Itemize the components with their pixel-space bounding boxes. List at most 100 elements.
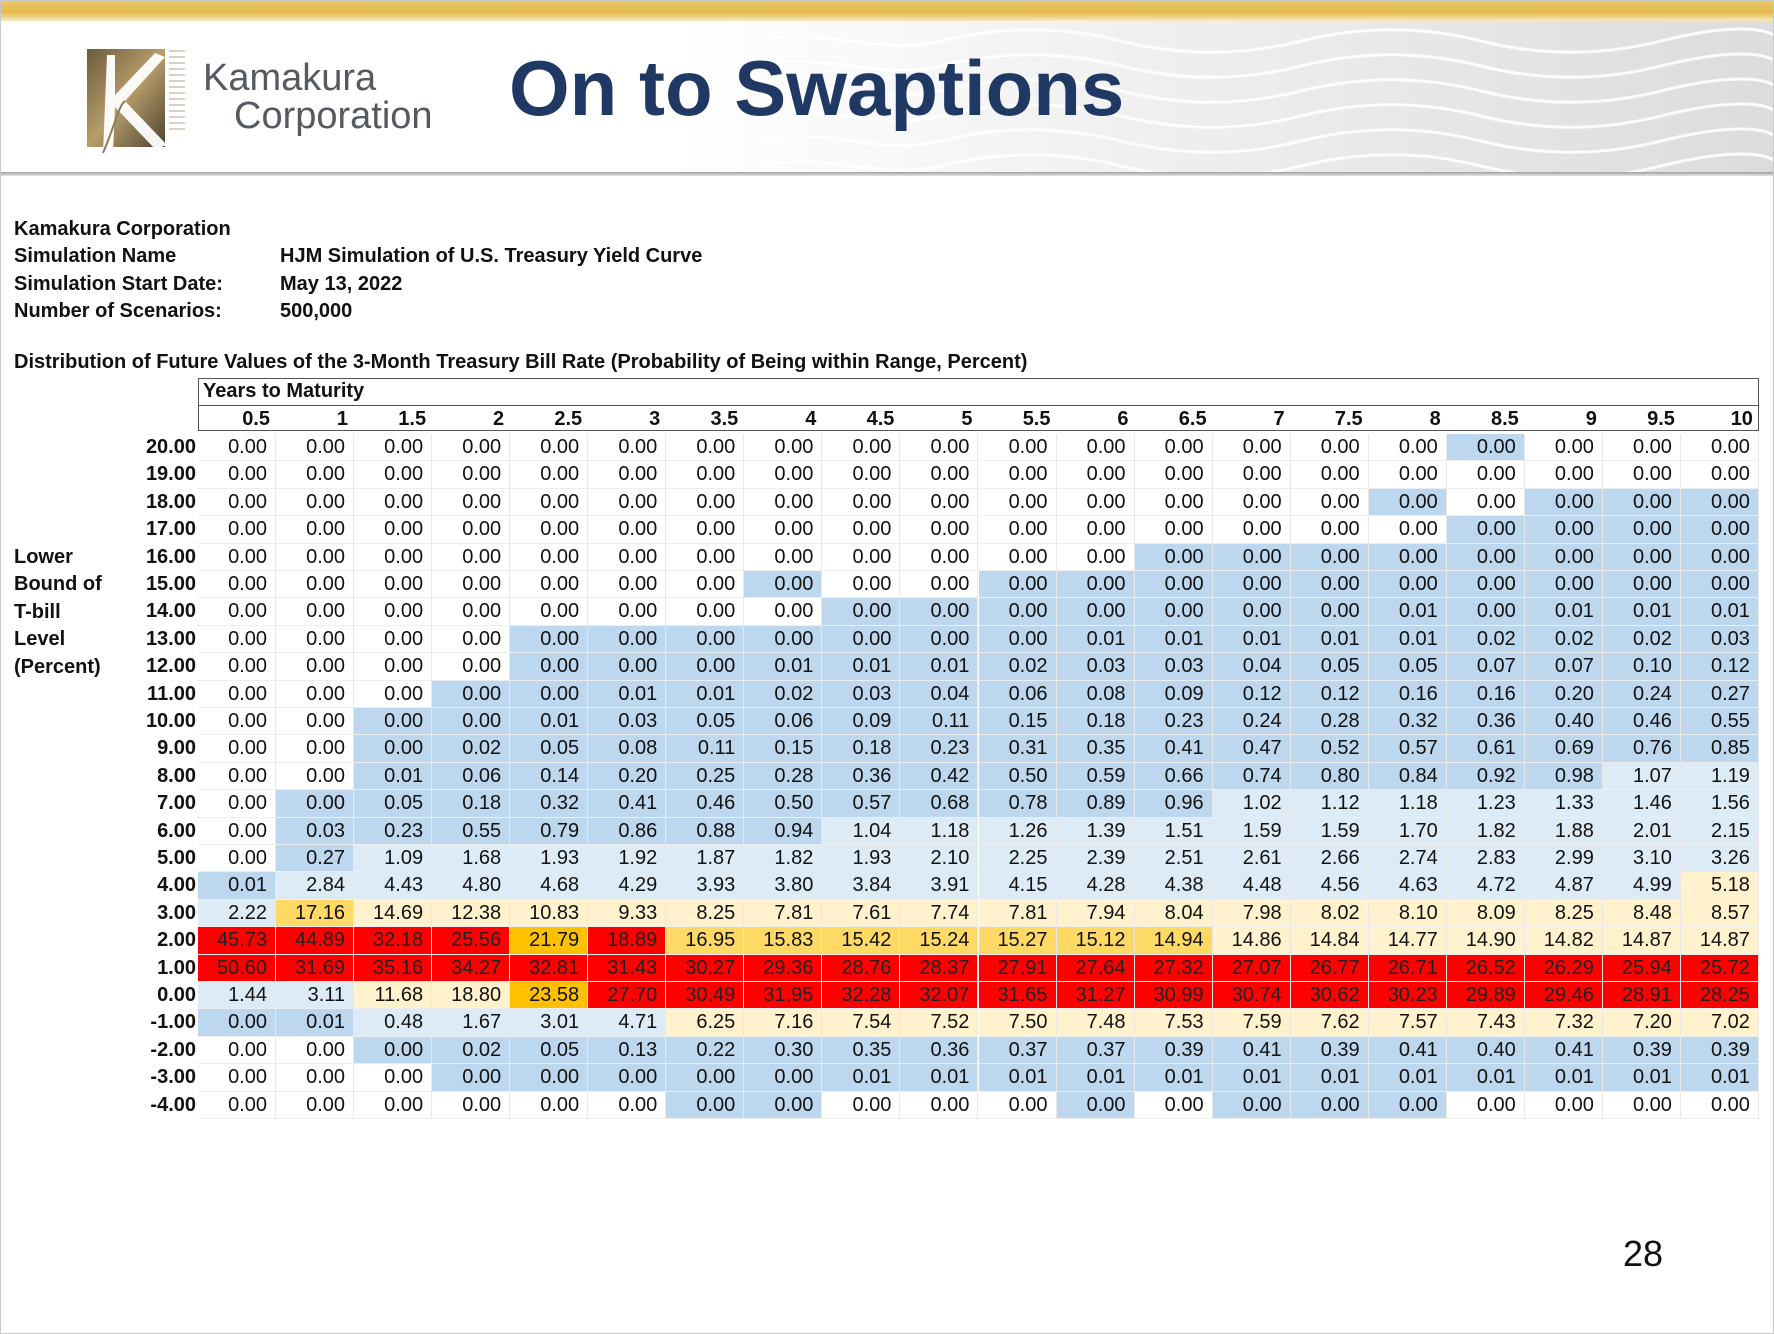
table-cell: 0.00 xyxy=(1134,543,1213,571)
row-label: 15.00 xyxy=(145,573,196,595)
table-cell: 0.47 xyxy=(1212,735,1291,763)
table-row: 13.00 0.00 0.00 0.00 0.00 0.00 0.00 0.00 0.00 0.0… xyxy=(131,625,1761,654)
table-cell: 1.04 xyxy=(822,817,901,845)
table-cell: 0.00 xyxy=(822,434,901,462)
column-header: 1 xyxy=(336,408,349,430)
table-cell: 0.01 xyxy=(822,1064,901,1092)
table-cell: 0.98 xyxy=(1524,762,1603,791)
table-cell: 1.33 xyxy=(1524,790,1603,818)
table-cell: 0.00 xyxy=(744,598,823,626)
row-label: 0.00 xyxy=(157,984,196,1006)
table-cell: 0.00 xyxy=(432,680,511,708)
table-cell: 0.00 xyxy=(666,1064,745,1092)
table-cell: 0.00 xyxy=(1602,488,1681,517)
column-header: 8 xyxy=(1429,408,1441,430)
table-cell: 30.27 xyxy=(666,954,745,982)
table-cell: 0.00 xyxy=(198,817,276,845)
table-cell: 4.48 xyxy=(1212,872,1291,900)
table-cell: 21.79 xyxy=(510,927,589,955)
table-cell: 0.00 xyxy=(666,461,745,489)
table-cell: 0.84 xyxy=(1368,762,1447,791)
table-cell: 0.01 xyxy=(1524,598,1603,626)
table-cell: 0.02 xyxy=(1602,625,1681,654)
table-cell: 0.01 xyxy=(198,872,276,900)
table-cell: 3.91 xyxy=(900,872,979,900)
row-label: 14.00 xyxy=(145,600,196,623)
table-cell: 0.00 xyxy=(198,1064,276,1092)
table-row: 17.00 0.00 0.00 0.00 0.00 0.00 0.00 0.00 0.00 0.0… xyxy=(131,516,1761,544)
table-cell: 0.41 xyxy=(1368,1036,1447,1065)
table-cell: 25.94 xyxy=(1602,954,1681,982)
table-cell: 0.04 xyxy=(900,680,979,708)
table-cell: 0.00 xyxy=(432,488,511,517)
table-cell: 0.00 xyxy=(1134,488,1213,517)
table-cell: 7.81 xyxy=(978,899,1057,928)
table-cell: 0.00 xyxy=(744,461,823,489)
table-cell: 0.23 xyxy=(1134,708,1213,736)
table-row: 0.00 1.44 3.11 11.68 18.80 23.58 27.70 30.49 31.… xyxy=(131,982,1761,1010)
table-cell: 0.22 xyxy=(666,1036,745,1065)
table-cell: 3.93 xyxy=(666,872,745,900)
table-row: 5.00 0.00 0.27 1.09 1.68 1.93 1.92 1.87 1.82 1.93… xyxy=(131,845,1761,873)
table-cell: 0.00 xyxy=(198,543,276,571)
table-cell: 0.00 xyxy=(276,1064,355,1092)
table-cell: 12.38 xyxy=(432,899,511,928)
table-cell: 7.48 xyxy=(1056,1009,1135,1037)
table-cell: 1.18 xyxy=(1368,790,1447,818)
table-cell: 0.00 xyxy=(354,1064,433,1092)
table-cell: 0.00 xyxy=(1602,516,1681,544)
row-label: 17.00 xyxy=(145,518,196,541)
table-cell: 0.00 xyxy=(1446,1091,1525,1119)
table-row: 19.00 0.00 0.00 0.00 0.00 0.00 0.00 0.00 0.00 0.0… xyxy=(131,461,1761,489)
table-cell: 26.52 xyxy=(1446,954,1525,982)
table-cell: 2.84 xyxy=(276,872,355,900)
table-cell: 0.00 xyxy=(1368,434,1447,462)
row-label: 9.00 xyxy=(157,737,196,760)
column-headers: 0.5 1 1.5 2 2.5 3 3.5 4 4.5 5 5.5 6 6.5 7 7.5 8 8.5 9 9.5 1… xyxy=(198,407,1759,432)
table-cell: 15.42 xyxy=(822,927,901,955)
table-cell: 0.00 xyxy=(1056,434,1135,462)
table-cell: 0.89 xyxy=(1056,790,1135,818)
table-cell: 0.00 xyxy=(588,543,667,571)
table-cell: 0.00 xyxy=(1056,461,1135,489)
table-cell: 2.01 xyxy=(1602,817,1681,845)
table-cell: 44.89 xyxy=(276,927,355,955)
table-cell: 0.03 xyxy=(822,680,901,708)
table-cell: 9.33 xyxy=(588,899,667,928)
row-axis-label-line: Lower xyxy=(14,546,73,568)
table-cell: 0.00 xyxy=(1680,543,1759,571)
table-cell: 0.00 xyxy=(1368,571,1447,599)
table-cell: 31.69 xyxy=(276,954,355,982)
table-cell: 0.00 xyxy=(1680,488,1759,517)
table-cell: 0.00 xyxy=(744,516,823,544)
table-cell: 0.00 xyxy=(666,625,745,654)
row-axis-label: Lower Bound of T-bill Level (Percent) xyxy=(14,544,102,681)
table-cell: 1.59 xyxy=(1290,817,1369,845)
table-cell: 0.00 xyxy=(978,543,1057,571)
table-cell: 0.00 xyxy=(276,543,355,571)
table-cell: 0.01 xyxy=(510,708,589,736)
table-caption: Distribution of Future Values of the 3-M… xyxy=(14,351,1028,373)
table-cell: 0.32 xyxy=(1368,708,1447,736)
table-cell: 0.00 xyxy=(1368,1091,1447,1119)
table-cell: 0.30 xyxy=(744,1036,823,1065)
table-cell: 8.25 xyxy=(666,899,745,928)
row-label: 18.00 xyxy=(145,490,196,513)
table-cell: 0.05 xyxy=(1290,653,1369,681)
table-cell: 0.00 xyxy=(354,434,433,462)
table-cell: 0.00 xyxy=(198,735,276,763)
table-cell: 0.01 xyxy=(822,653,901,681)
table-cell: 0.07 xyxy=(1446,653,1525,681)
table-cell: 0.00 xyxy=(198,598,276,626)
table-cell: 1.12 xyxy=(1290,790,1369,818)
table-cell: 0.80 xyxy=(1290,762,1369,791)
table-cell: 0.00 xyxy=(1212,1091,1291,1119)
table-cell: 0.00 xyxy=(666,598,745,626)
table-cell: 0.00 xyxy=(354,735,433,763)
table-cell: 0.00 xyxy=(1212,488,1291,517)
table-cell: 7.43 xyxy=(1446,1009,1525,1037)
table-cell: 7.62 xyxy=(1290,1009,1369,1037)
row-label: 2.00 xyxy=(157,929,196,952)
table-cell: 0.06 xyxy=(978,680,1057,708)
table-cell: 0.07 xyxy=(1524,653,1603,681)
